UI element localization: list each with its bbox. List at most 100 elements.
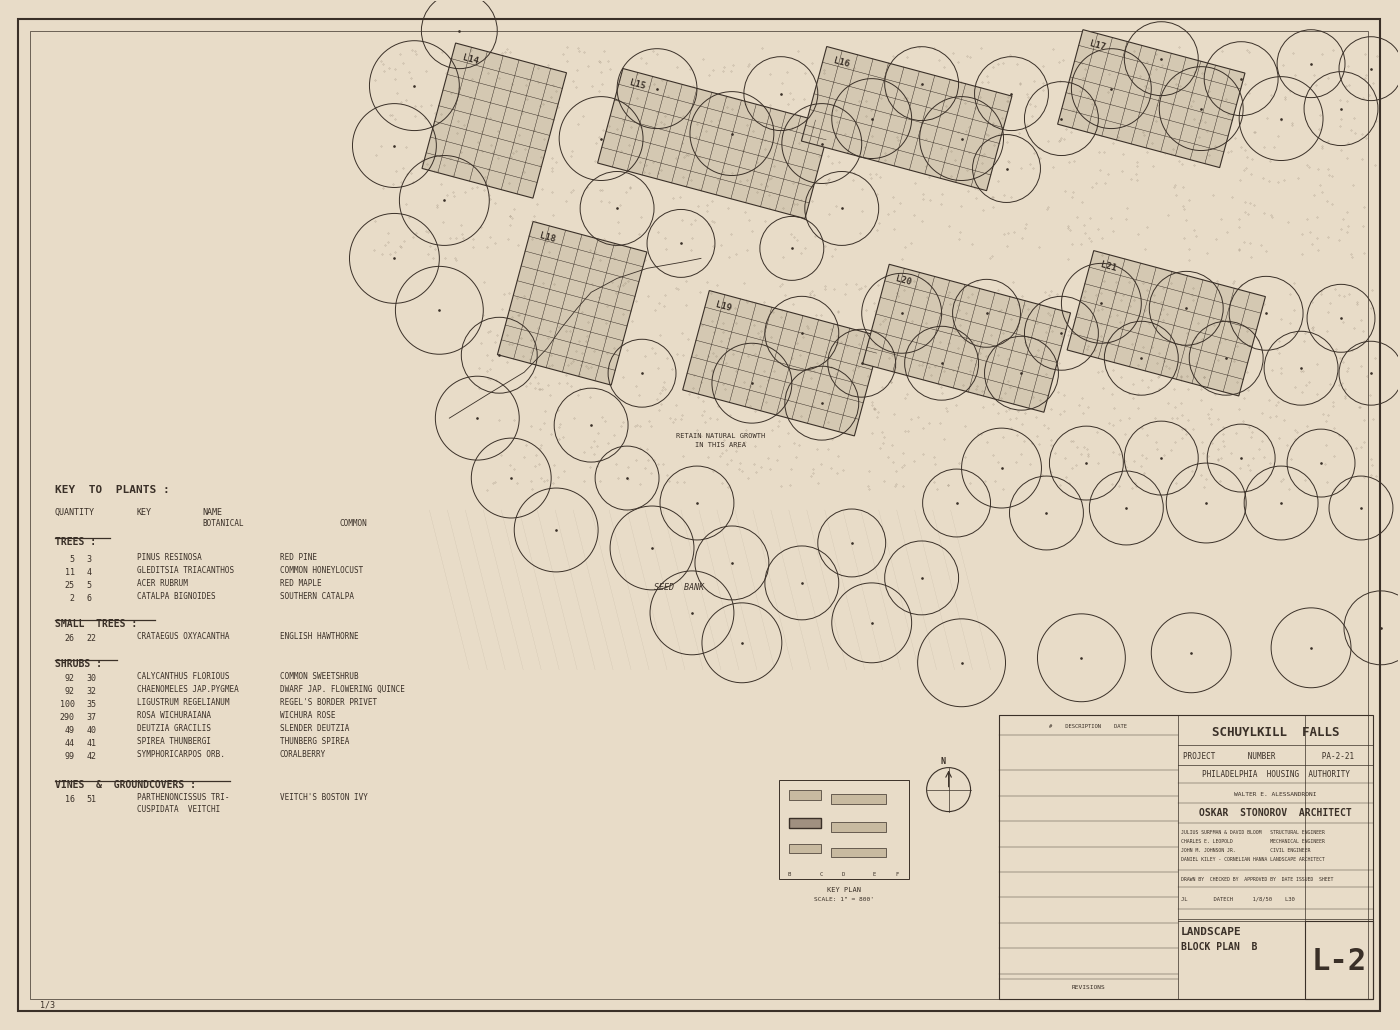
Text: PHILADELPHIA  HOUSING  AUTHORITY: PHILADELPHIA HOUSING AUTHORITY — [1201, 770, 1350, 779]
Bar — [497, 221, 647, 385]
Text: 4: 4 — [87, 568, 92, 577]
Text: CALYCANTHUS FLORIOUS: CALYCANTHUS FLORIOUS — [137, 672, 230, 681]
Text: WALTER E. ALESSANDRONI: WALTER E. ALESSANDRONI — [1235, 792, 1317, 797]
Text: L18: L18 — [539, 232, 557, 244]
Text: C: C — [819, 872, 822, 877]
Text: 22: 22 — [87, 633, 97, 643]
Text: TREES :: TREES : — [55, 537, 97, 547]
Text: SOUTHERN CATALPA: SOUTHERN CATALPA — [280, 592, 354, 600]
Text: #    DESCRIPTION    DATE: # DESCRIPTION DATE — [1050, 724, 1127, 729]
Text: CORALBERRY: CORALBERRY — [280, 750, 326, 759]
Text: SMALL  TREES :: SMALL TREES : — [55, 619, 137, 629]
Text: DWARF JAP. FLOWERING QUINCE: DWARF JAP. FLOWERING QUINCE — [280, 685, 405, 694]
Text: 3: 3 — [87, 555, 92, 564]
Bar — [830, 793, 886, 803]
Text: 35: 35 — [87, 699, 97, 709]
Text: SCALE: 1" = 800': SCALE: 1" = 800' — [813, 897, 874, 902]
Text: COMMON: COMMON — [339, 519, 367, 528]
Text: SYMPHORICARPOS ORB.: SYMPHORICARPOS ORB. — [137, 750, 224, 759]
Bar — [830, 822, 886, 831]
Text: CATALPA BIGNOIDES: CATALPA BIGNOIDES — [137, 592, 216, 600]
Text: PARTHENONCISSUS TRI-: PARTHENONCISSUS TRI- — [137, 793, 230, 801]
Text: L15: L15 — [629, 78, 647, 92]
Text: THUNBERG SPIREA: THUNBERG SPIREA — [280, 736, 349, 746]
Text: NAME: NAME — [203, 508, 223, 517]
Text: LIGUSTRUM REGELIANUM: LIGUSTRUM REGELIANUM — [137, 697, 230, 707]
Text: RED PINE: RED PINE — [280, 553, 316, 562]
Bar — [788, 844, 820, 854]
Text: 26: 26 — [64, 633, 74, 643]
Text: SHRUBS :: SHRUBS : — [55, 659, 102, 668]
Text: BLOCK PLAN  B: BLOCK PLAN B — [1182, 942, 1257, 953]
Text: 92: 92 — [64, 674, 74, 683]
Text: 1/3: 1/3 — [41, 1000, 55, 1009]
Bar — [788, 818, 820, 827]
Text: KEY: KEY — [137, 508, 151, 517]
Text: BOTANICAL: BOTANICAL — [203, 519, 245, 528]
Text: GLEDITSIA TRIACANTHOS: GLEDITSIA TRIACANTHOS — [137, 565, 234, 575]
Text: REGEL'S BORDER PRIVET: REGEL'S BORDER PRIVET — [280, 697, 377, 707]
Text: 5: 5 — [70, 555, 74, 564]
Text: CUSPIDATA  VEITCHI: CUSPIDATA VEITCHI — [137, 804, 220, 814]
Text: N: N — [941, 757, 945, 765]
Text: WICHURA ROSE: WICHURA ROSE — [280, 711, 335, 720]
Text: 2: 2 — [70, 594, 74, 603]
Text: 5: 5 — [87, 581, 92, 590]
Text: CHAENOMELES JAP.PYGMEA: CHAENOMELES JAP.PYGMEA — [137, 685, 238, 694]
Text: 40: 40 — [87, 726, 97, 734]
Text: JOHN M. JOHNSON JR.            CIVIL ENGINEER: JOHN M. JOHNSON JR. CIVIL ENGINEER — [1182, 848, 1310, 853]
Text: 42: 42 — [87, 752, 97, 760]
Text: CRATAEGUS OXYACANTHA: CRATAEGUS OXYACANTHA — [137, 631, 230, 641]
Text: 32: 32 — [87, 687, 97, 695]
Text: COMMON SWEETSHRUB: COMMON SWEETSHRUB — [280, 672, 358, 681]
Text: PROJECT       NUMBER          PA-2-21: PROJECT NUMBER PA-2-21 — [1183, 752, 1354, 761]
Text: RED MAPLE: RED MAPLE — [280, 579, 321, 588]
Text: 99: 99 — [64, 752, 74, 760]
Text: 25: 25 — [64, 581, 74, 590]
Text: VEITCH'S BOSTON IVY: VEITCH'S BOSTON IVY — [280, 793, 367, 801]
Text: DEUTZIA GRACILIS: DEUTZIA GRACILIS — [137, 724, 211, 732]
Text: L21: L21 — [1099, 261, 1117, 273]
Text: REVISIONS: REVISIONS — [1071, 985, 1105, 990]
Text: L20: L20 — [895, 274, 913, 287]
Text: 51: 51 — [87, 794, 97, 803]
Text: L17: L17 — [1089, 39, 1106, 53]
Bar — [1305, 922, 1373, 999]
Text: SLENDER DEUTZIA: SLENDER DEUTZIA — [280, 724, 349, 732]
Text: RETAIN NATURAL GROWTH
IN THIS AREA: RETAIN NATURAL GROWTH IN THIS AREA — [676, 433, 766, 448]
Text: 11: 11 — [64, 568, 74, 577]
Text: F: F — [895, 872, 899, 877]
Bar — [1067, 250, 1266, 396]
Text: 290: 290 — [60, 713, 74, 722]
Text: 30: 30 — [87, 674, 97, 683]
Bar — [683, 290, 881, 436]
Text: SPIREA THUNBERGI: SPIREA THUNBERGI — [137, 736, 211, 746]
Text: 16: 16 — [64, 794, 74, 803]
Text: L19: L19 — [715, 301, 732, 313]
Text: 49: 49 — [64, 726, 74, 734]
Text: 100: 100 — [60, 699, 74, 709]
Text: JL        DATECH      1/8/50    L30: JL DATECH 1/8/50 L30 — [1182, 897, 1295, 902]
Text: B: B — [787, 872, 791, 877]
Text: 44: 44 — [64, 739, 74, 748]
Bar — [598, 69, 830, 218]
Text: L16: L16 — [833, 57, 850, 69]
Text: L14: L14 — [461, 53, 479, 66]
Text: KEY PLAN: KEY PLAN — [827, 888, 861, 893]
Text: 41: 41 — [87, 739, 97, 748]
Bar — [862, 265, 1071, 412]
Text: JULIUS SURFMAN & DAVID BLOOM   STRUCTURAL ENGINEER: JULIUS SURFMAN & DAVID BLOOM STRUCTURAL … — [1182, 830, 1324, 835]
Bar — [801, 46, 1012, 191]
Text: ACER RUBRUM: ACER RUBRUM — [137, 579, 188, 588]
Text: DANIEL KILEY - CORNELIAN HANNA LANDSCAPE ARCHITECT: DANIEL KILEY - CORNELIAN HANNA LANDSCAPE… — [1182, 857, 1324, 862]
Bar — [998, 715, 1373, 999]
Bar — [830, 848, 886, 858]
Text: SEED  BANK: SEED BANK — [654, 583, 704, 592]
Text: COMMON HONEYLOCUST: COMMON HONEYLOCUST — [280, 565, 363, 575]
Text: 92: 92 — [64, 687, 74, 695]
Text: SCHUYLKILL  FALLS: SCHUYLKILL FALLS — [1212, 726, 1340, 740]
Text: DRAWN BY  CHECKED BY  APPROVED BY  DATE ISSUED  SHEET: DRAWN BY CHECKED BY APPROVED BY DATE ISS… — [1182, 877, 1334, 882]
Text: D: D — [843, 872, 846, 877]
Bar — [421, 43, 567, 198]
Bar — [788, 818, 820, 827]
